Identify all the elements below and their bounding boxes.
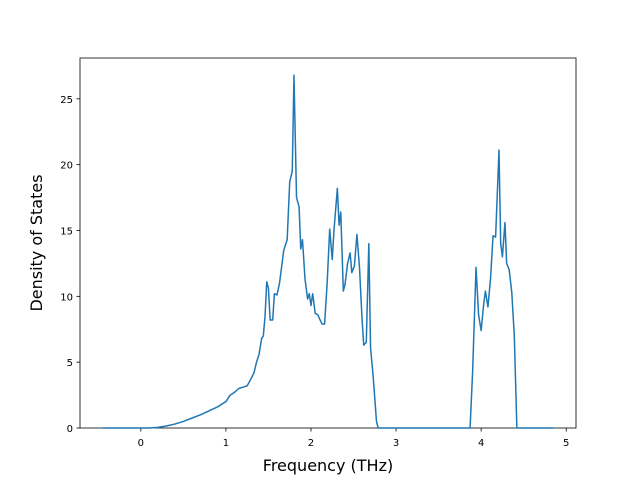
x-tick-label: 3 [393,438,399,449]
y-axis-label: Density of States [27,174,46,311]
x-tick-label: 4 [478,438,484,449]
x-tick-label: 0 [138,438,144,449]
y-tick-label: 20 [60,161,73,172]
x-tick-label: 1 [223,438,229,449]
y-tick-label: 15 [60,226,73,237]
y-tick-label: 10 [60,292,73,303]
data-line [102,74,554,429]
x-axis-label: Frequency (THz) [263,456,393,475]
x-tick-label: 2 [308,438,314,449]
y-tick-label: 25 [60,95,73,106]
y-tick-label: 0 [67,424,73,435]
x-tick-label: 5 [563,438,569,449]
plot-frame [79,57,577,429]
y-tick-label: 5 [67,358,73,369]
